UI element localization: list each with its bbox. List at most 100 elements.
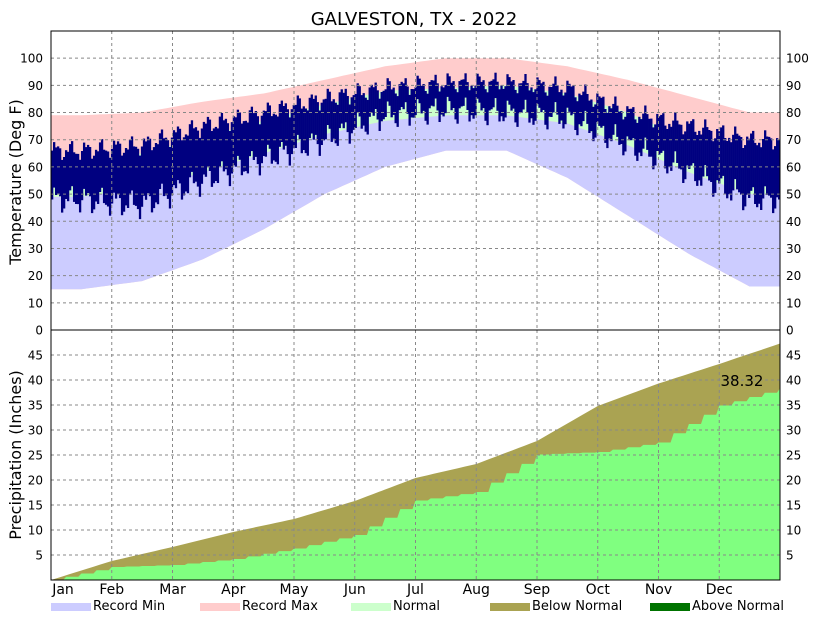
observed-temp-bar <box>294 104 297 148</box>
observed-temp-bar <box>51 150 54 200</box>
observed-temp-bar <box>652 127 655 170</box>
observed-temp-bar <box>436 83 439 111</box>
observed-temp-bar <box>92 155 96 210</box>
month-tick-label: Jun <box>343 582 366 598</box>
observed-temp-bar <box>116 141 120 195</box>
precipitation-y-ticks-right: 5 10 15 20 25 30 35 40 45 <box>786 349 801 563</box>
observed-temp-bar <box>746 136 749 195</box>
observed-temp-bar <box>426 93 429 125</box>
observed-temp-bar <box>628 108 631 141</box>
precipitation-grid <box>51 330 780 580</box>
observed-temp-bar <box>672 120 675 163</box>
observed-temp-bar <box>94 149 98 202</box>
observed-temp-bar <box>84 147 88 196</box>
observed-temp-bar <box>70 141 74 187</box>
temperature-y-ticks-right: 0 10 20 30 40 50 60 70 80 90 100 <box>786 52 809 338</box>
observed-temp-bar <box>654 124 657 166</box>
observed-temp-bar <box>334 102 337 144</box>
observed-temp-bar <box>132 146 136 205</box>
observed-temp-bar <box>706 127 709 177</box>
observed-temp-bar <box>206 116 210 168</box>
observed-temp-bar <box>408 94 411 126</box>
observed-temp-bar <box>266 102 269 145</box>
observed-temp-bar <box>306 110 309 156</box>
precipitation-areas <box>51 343 780 580</box>
observed-temp-bar <box>604 109 607 143</box>
observed-temp-bar <box>204 123 208 177</box>
observed-temp-bar <box>202 121 206 175</box>
legend-label: Record Max <box>242 599 318 614</box>
precip-y-tick-label: 25 <box>28 449 43 463</box>
observed-temp-bar <box>412 89 415 118</box>
observed-temp-bar <box>410 89 413 118</box>
observed-temp-bar <box>660 114 663 153</box>
observed-temp-bar <box>732 134 735 191</box>
observed-temp-bar <box>344 88 347 123</box>
observed-temp-bar <box>232 116 236 166</box>
observed-temp-bar <box>482 80 485 109</box>
observed-temp-bar <box>754 142 757 204</box>
observed-temp-bar <box>372 87 375 116</box>
observed-temp-bar <box>360 95 363 129</box>
observed-temp-bar <box>712 141 715 197</box>
observed-temp-bar <box>496 81 499 111</box>
observed-temp-bar <box>124 148 128 206</box>
observed-temp-bar <box>356 83 359 113</box>
precip-y-tick-label: 5 <box>786 549 794 563</box>
temp-y-tick-label: 90 <box>28 79 43 93</box>
observed-temp-bar <box>210 131 214 187</box>
observed-temp-bar <box>598 96 601 126</box>
observed-temp-bar <box>582 91 585 122</box>
plot-frame <box>50 30 781 581</box>
observed-temp-bar <box>322 99 325 141</box>
legend-swatch <box>490 603 530 611</box>
temperature-y-axis-label: Temperature (Deg F) <box>6 99 25 266</box>
observed-temp-bar <box>244 120 248 172</box>
temp-y-tick-label: 0 <box>786 324 794 338</box>
observed-temp-bar <box>490 80 493 110</box>
legend-swatch <box>650 603 690 611</box>
legend-label: Above Normal <box>692 599 784 614</box>
observed-temp-bar <box>438 91 441 122</box>
observed-temp-bar <box>710 130 713 182</box>
observed-temp-bar <box>538 80 541 108</box>
legend: Record Min Record Max Normal Below Normal Ab… <box>51 599 784 614</box>
observed-temp-bar <box>570 86 573 116</box>
observed-temp-bar <box>614 96 617 125</box>
observed-temp-bar <box>676 120 679 163</box>
observed-temp-bar <box>220 113 224 162</box>
observed-temp-bar <box>554 76 557 103</box>
observed-temp-bar <box>406 86 409 114</box>
precipitation-y-axis-label: Precipitation (Inches) <box>6 370 25 540</box>
observed-temp-bar <box>574 97 577 130</box>
temp-y-tick-label: 10 <box>28 296 43 310</box>
observed-temp-bar <box>516 93 519 127</box>
month-tick-label: Dec <box>706 582 733 598</box>
observed-temp-bar <box>130 136 134 191</box>
temp-y-tick-label: 100 <box>786 52 809 66</box>
precip-y-tick-label: 5 <box>35 549 43 563</box>
observed-temp-bar <box>198 137 202 197</box>
precip-y-tick-label: 10 <box>28 524 43 538</box>
observed-temp-bar <box>250 106 254 152</box>
observed-temp-bar <box>72 152 76 202</box>
observed-temp-bar <box>108 157 112 216</box>
observed-temp-bar <box>80 151 84 201</box>
observed-temp-bar <box>114 144 118 199</box>
observed-temp-bar <box>724 138 727 194</box>
observed-temp-bar <box>458 81 461 109</box>
observed-temp-bar <box>88 147 92 197</box>
observed-temp-bar <box>380 92 383 122</box>
observed-temp-bar <box>122 152 126 212</box>
observed-temp-bar <box>258 124 262 176</box>
month-tick-label: Aug <box>463 582 490 598</box>
temp-y-tick-label: 80 <box>786 106 801 120</box>
observed-temp-bar <box>228 131 232 187</box>
observed-temp-bar <box>610 108 613 142</box>
observed-temp-bar <box>498 89 501 122</box>
observed-temp-bar <box>624 116 627 152</box>
observed-temp-bar <box>592 106 595 142</box>
temp-y-tick-label: 30 <box>786 242 801 256</box>
observed-temp-bar <box>510 81 513 111</box>
